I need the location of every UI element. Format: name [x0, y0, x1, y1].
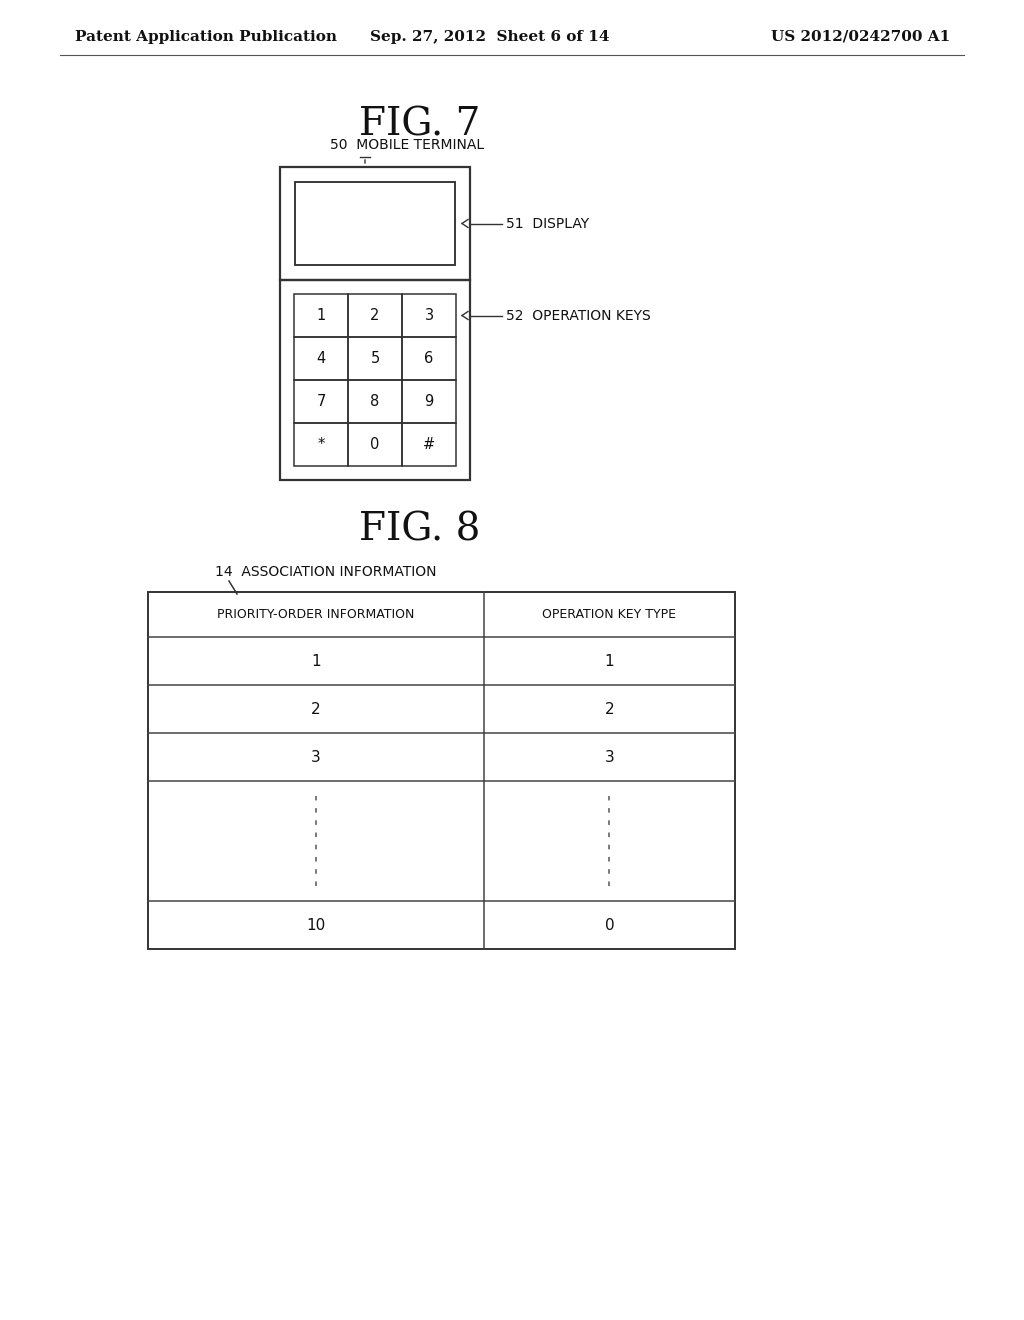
Text: PRIORITY-ORDER INFORMATION: PRIORITY-ORDER INFORMATION [217, 609, 415, 620]
Text: *: * [317, 437, 325, 451]
Text: 5: 5 [371, 351, 380, 366]
Text: 1: 1 [604, 653, 614, 668]
Text: 7: 7 [316, 393, 326, 409]
Bar [402, 380, 456, 422]
Text: 14  ASSOCIATION INFORMATION: 14 ASSOCIATION INFORMATION [215, 565, 436, 579]
Text: 50  MOBILE TERMINAL: 50 MOBILE TERMINAL [330, 139, 484, 152]
Text: FIG. 8: FIG. 8 [359, 511, 480, 549]
Bar [348, 337, 402, 380]
Bar [402, 294, 456, 337]
Text: 6: 6 [424, 351, 433, 366]
Text: 2: 2 [604, 701, 614, 717]
Bar [348, 294, 402, 337]
Bar [280, 168, 470, 280]
Text: 51  DISPLAY: 51 DISPLAY [506, 216, 589, 231]
Bar [280, 280, 470, 480]
Text: 3: 3 [604, 750, 614, 764]
Text: 52  OPERATION KEYS: 52 OPERATION KEYS [506, 309, 650, 322]
Bar [348, 380, 402, 422]
Text: OPERATION KEY TYPE: OPERATION KEY TYPE [543, 609, 677, 620]
Text: FIG. 7: FIG. 7 [359, 107, 480, 144]
Text: 9: 9 [424, 393, 433, 409]
Text: Patent Application Publication: Patent Application Publication [75, 30, 337, 44]
Bar [294, 294, 348, 337]
Bar [348, 422, 402, 466]
Text: 1: 1 [311, 653, 321, 668]
Bar [294, 380, 348, 422]
Bar [294, 337, 348, 380]
Text: 3: 3 [424, 308, 433, 323]
Text: #: # [423, 437, 435, 451]
Text: 0: 0 [371, 437, 380, 451]
Text: 8: 8 [371, 393, 380, 409]
Bar [402, 422, 456, 466]
Bar [294, 422, 348, 466]
Bar [148, 591, 735, 949]
Text: US 2012/0242700 A1: US 2012/0242700 A1 [771, 30, 950, 44]
Text: 10: 10 [306, 917, 326, 932]
Text: 4: 4 [316, 351, 326, 366]
Text: Sep. 27, 2012  Sheet 6 of 14: Sep. 27, 2012 Sheet 6 of 14 [371, 30, 609, 44]
Text: 0: 0 [604, 917, 614, 932]
Text: 2: 2 [311, 701, 321, 717]
Bar [295, 182, 455, 265]
Text: 1: 1 [316, 308, 326, 323]
Bar [402, 337, 456, 380]
Text: 2: 2 [371, 308, 380, 323]
Text: 3: 3 [311, 750, 321, 764]
